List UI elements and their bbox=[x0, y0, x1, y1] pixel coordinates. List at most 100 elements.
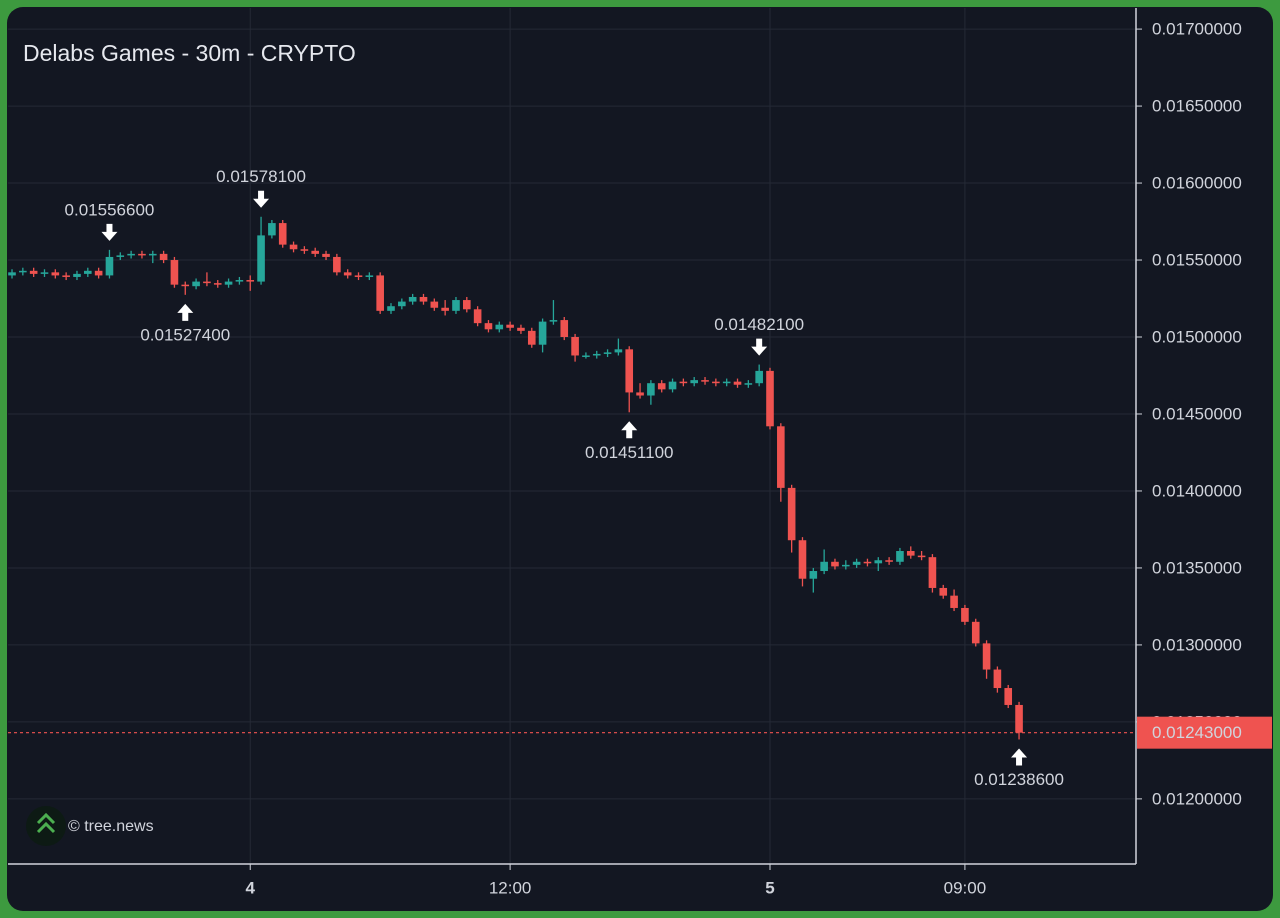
x-tick-label: 12:00 bbox=[489, 878, 532, 897]
candle-body bbox=[311, 250, 320, 254]
candle-body bbox=[961, 607, 969, 622]
candles bbox=[8, 216, 1023, 740]
candle-body bbox=[29, 270, 38, 274]
candle-body bbox=[906, 551, 915, 556]
candle-body bbox=[148, 253, 157, 256]
candle-body bbox=[213, 283, 222, 285]
candle-body bbox=[343, 272, 352, 276]
candle-body bbox=[614, 349, 623, 353]
high-arrow bbox=[101, 223, 118, 241]
candle-body bbox=[560, 320, 569, 338]
y-tick-label: 0.01500000 bbox=[1152, 327, 1242, 346]
candle-body bbox=[571, 337, 579, 356]
candle-body bbox=[636, 392, 644, 396]
candle-body bbox=[874, 560, 883, 564]
candle-body bbox=[701, 380, 709, 382]
x-tick-label: 09:00 bbox=[944, 878, 987, 897]
candle-body bbox=[549, 320, 558, 322]
candle-body bbox=[452, 300, 460, 311]
y-tick-label: 0.01300000 bbox=[1152, 635, 1242, 654]
candle-body bbox=[777, 426, 785, 488]
y-tick-label: 0.01550000 bbox=[1152, 251, 1242, 270]
current-price-label: 0.01243000 bbox=[1152, 723, 1242, 742]
candle-body bbox=[744, 383, 753, 385]
candle-body bbox=[105, 256, 114, 276]
logo-icon bbox=[36, 812, 56, 834]
high-label: 0.01482100 bbox=[714, 315, 804, 334]
candle-body bbox=[798, 540, 807, 579]
candle-body bbox=[820, 561, 828, 572]
low-label: 0.01451100 bbox=[585, 443, 674, 462]
candle-body bbox=[1004, 688, 1013, 705]
candle-body bbox=[62, 275, 70, 277]
candle-body bbox=[84, 270, 92, 274]
candle-body bbox=[647, 383, 655, 396]
candle-body bbox=[787, 487, 796, 541]
candle-body bbox=[181, 284, 190, 287]
candle-body bbox=[333, 256, 341, 273]
candle-body bbox=[852, 561, 861, 565]
candle-body bbox=[668, 381, 677, 390]
candle-body bbox=[408, 296, 417, 302]
candle-body bbox=[592, 353, 601, 356]
candle-body bbox=[40, 272, 49, 274]
candle-body bbox=[863, 561, 872, 564]
candle-body bbox=[712, 381, 720, 384]
candle-body bbox=[430, 301, 439, 308]
candle-body bbox=[939, 587, 948, 596]
candle-body bbox=[495, 324, 504, 330]
candle-body bbox=[950, 595, 958, 608]
candle-body bbox=[138, 253, 146, 256]
candle-body bbox=[982, 643, 991, 670]
y-tick-label: 0.01350000 bbox=[1152, 558, 1242, 577]
candle-body bbox=[841, 564, 850, 567]
candle-body bbox=[896, 551, 904, 562]
candle-body bbox=[755, 370, 763, 384]
high-arrow bbox=[751, 338, 768, 356]
candle-body bbox=[289, 244, 298, 250]
x-tick-label: 4 bbox=[245, 878, 255, 897]
candle-body bbox=[268, 223, 276, 236]
candle-body bbox=[831, 561, 839, 567]
candle-body bbox=[722, 381, 731, 384]
candle-body bbox=[278, 223, 287, 245]
current-price-tag bbox=[1137, 716, 1272, 749]
candle-body bbox=[19, 270, 27, 273]
candle-body bbox=[127, 253, 135, 256]
candle-body bbox=[322, 253, 330, 257]
candle-body bbox=[679, 381, 688, 384]
candle-body bbox=[94, 270, 103, 276]
panel bbox=[7, 7, 1273, 911]
low-label: 0.01527400 bbox=[140, 325, 230, 344]
candle-body bbox=[971, 621, 980, 644]
candle-body bbox=[116, 255, 125, 257]
candle-body bbox=[733, 381, 742, 385]
chart-title: Delabs Games - 30m - CRYPTO bbox=[23, 40, 356, 66]
low-label: 0.01238600 bbox=[974, 770, 1064, 789]
candle-body bbox=[354, 275, 363, 277]
candle-body bbox=[885, 560, 893, 562]
candle-body bbox=[257, 235, 265, 282]
candle-body bbox=[159, 253, 168, 261]
candle-body bbox=[517, 327, 525, 331]
candle-body bbox=[300, 249, 309, 251]
candle-body bbox=[463, 300, 471, 310]
high-label: 0.01578100 bbox=[216, 167, 306, 186]
candle-body bbox=[506, 324, 514, 328]
low-arrow bbox=[177, 303, 194, 321]
high-arrow bbox=[253, 190, 270, 208]
y-tick-label: 0.01650000 bbox=[1152, 97, 1242, 116]
candle-body bbox=[690, 380, 698, 384]
candle-body bbox=[625, 349, 634, 393]
candle-body bbox=[766, 370, 774, 427]
candle-body bbox=[376, 275, 384, 311]
candle-body bbox=[473, 309, 482, 324]
y-tick-label: 0.01700000 bbox=[1152, 20, 1242, 39]
candle-body bbox=[484, 323, 493, 330]
candle-body bbox=[419, 296, 428, 302]
candle-body bbox=[73, 273, 81, 277]
candle-body bbox=[192, 281, 200, 287]
candle-body bbox=[235, 280, 244, 282]
candle-body bbox=[203, 281, 211, 284]
